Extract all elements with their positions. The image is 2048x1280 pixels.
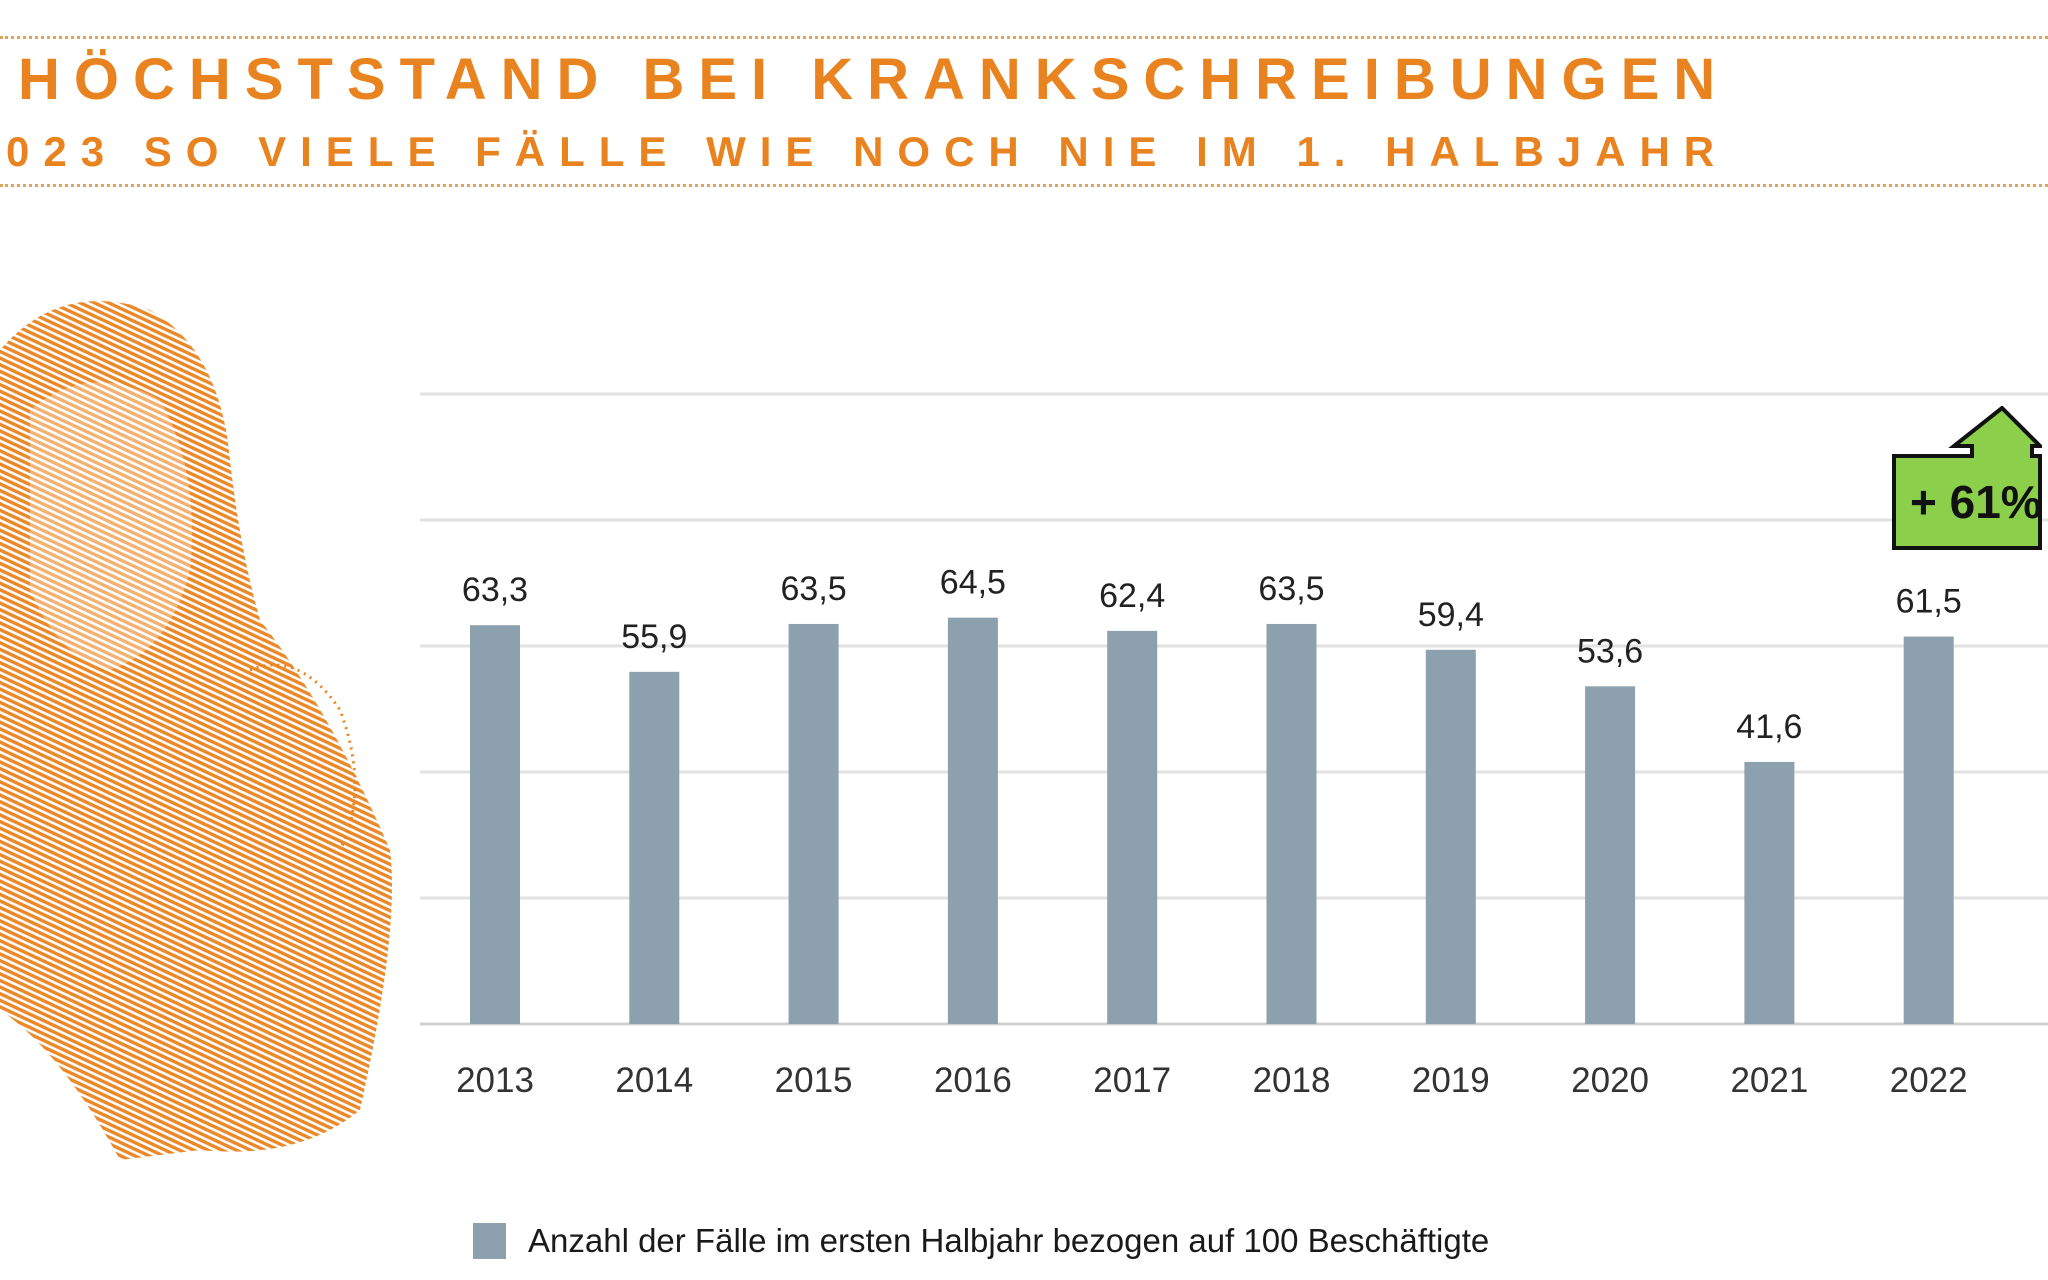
- x-tick-label: 2019: [1412, 1061, 1490, 1100]
- bar: [947, 617, 998, 1024]
- value-label: 59,4: [1418, 596, 1484, 634]
- x-tick-label: 2021: [1730, 1061, 1808, 1100]
- value-label: 64,5: [940, 564, 1006, 602]
- bar: [1266, 623, 1317, 1024]
- x-tick-label: 2018: [1253, 1061, 1331, 1100]
- x-tick-label: 2022: [1890, 1061, 1968, 1100]
- bar: [1425, 649, 1476, 1024]
- x-tick-label: 2020: [1571, 1061, 1649, 1100]
- value-label: 63,5: [1258, 570, 1324, 608]
- value-label: 63,5: [781, 570, 847, 608]
- header-top-rule: [0, 36, 2048, 39]
- legend-swatch: [473, 1223, 506, 1259]
- woman-headache-illustration: [0, 301, 392, 1160]
- x-tick-label: 2013: [456, 1061, 534, 1100]
- bar: [470, 625, 520, 1024]
- value-label: 62,4: [1099, 577, 1165, 615]
- value-label: 53,6: [1577, 632, 1643, 670]
- legend: Anzahl der Fälle im ersten Halbjahr bezo…: [473, 1222, 1489, 1260]
- increase-arrow-badge: + 61%: [1892, 406, 2042, 550]
- x-tick-label: 2017: [1093, 1061, 1171, 1100]
- chart-title: HÖCHSTSTAND BEI KRANKSCHREIBUNGEN: [18, 47, 1730, 112]
- bar: [788, 623, 839, 1024]
- bar: [1744, 761, 1795, 1024]
- legend-label: Anzahl der Fälle im ersten Halbjahr bezo…: [528, 1222, 1490, 1259]
- x-tick-label: 2016: [934, 1061, 1012, 1100]
- bar: [629, 671, 680, 1024]
- bar-chart: 63,3 2013 55,9 2014 63,5 2015 64,5 2016 62,4 2017…: [420, 392, 2048, 1100]
- value-label: 55,9: [621, 618, 687, 656]
- x-tick-label: 2014: [615, 1061, 693, 1100]
- x-tick-label: 2015: [775, 1061, 853, 1100]
- bar: [1903, 636, 1954, 1024]
- bar: [1107, 630, 1158, 1024]
- badge-label: + 61%: [1910, 476, 2042, 528]
- bar: [1585, 686, 1636, 1024]
- header-bottom-rule: [0, 184, 2048, 187]
- value-label: 41,6: [1736, 708, 1802, 746]
- chart-subtitle: 023 SO VIELE FÄLLE WIE NOCH NIE IM 1. HA…: [6, 128, 1729, 175]
- value-label: 63,3: [462, 571, 528, 609]
- value-label: 61,5: [1896, 583, 1962, 621]
